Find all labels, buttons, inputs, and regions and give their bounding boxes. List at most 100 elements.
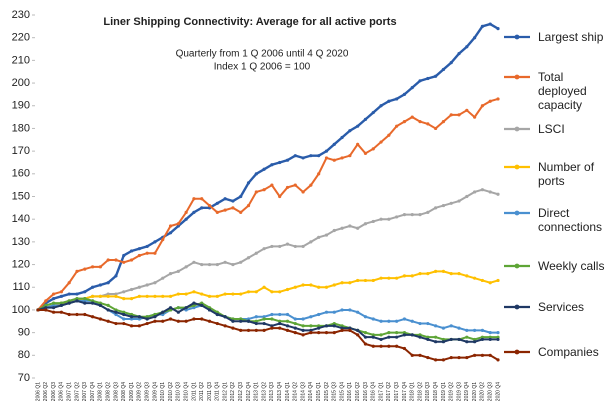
point	[371, 333, 375, 337]
point	[480, 104, 485, 108]
x-tick-label: 2012 Q4	[246, 382, 252, 401]
point	[410, 319, 414, 323]
point	[379, 337, 383, 342]
point	[98, 283, 102, 287]
point	[223, 315, 227, 319]
point	[434, 269, 438, 273]
point	[254, 328, 258, 332]
point	[145, 251, 149, 255]
chart-subtitle: Index 1 Q 2006 = 100	[214, 62, 311, 73]
legend-label: Largest ship	[538, 30, 604, 44]
point	[418, 213, 422, 217]
point	[496, 331, 500, 335]
point	[379, 333, 383, 337]
point	[441, 203, 446, 208]
point	[293, 326, 297, 330]
x-tick-label: 2017 Q1	[378, 382, 384, 401]
point	[90, 315, 95, 319]
point	[332, 158, 336, 162]
point	[449, 201, 453, 205]
point	[387, 335, 391, 339]
point	[395, 276, 399, 280]
legend-label: LSCI	[538, 122, 565, 136]
point	[145, 321, 149, 326]
point	[176, 224, 180, 228]
point	[340, 281, 344, 285]
point	[371, 317, 375, 321]
x-tick-label: 2007 Q4	[90, 382, 96, 401]
point	[161, 310, 165, 314]
point	[75, 296, 79, 301]
point	[301, 244, 305, 249]
point	[168, 224, 173, 228]
point	[449, 61, 453, 65]
legend-label: Services	[538, 300, 585, 314]
x-tick-label: 2011 Q1	[191, 382, 197, 401]
x-tick-label: 2016 Q3	[363, 382, 369, 401]
point	[129, 296, 134, 301]
point	[387, 217, 391, 221]
point	[426, 335, 430, 339]
point	[114, 294, 118, 298]
point	[98, 317, 102, 321]
point	[161, 238, 165, 242]
point	[254, 315, 258, 319]
point	[168, 306, 173, 310]
point	[153, 315, 157, 319]
point	[262, 188, 266, 192]
point	[340, 226, 344, 230]
point	[465, 274, 469, 278]
point	[317, 331, 321, 335]
point	[410, 213, 414, 217]
point	[356, 310, 360, 314]
point	[402, 317, 407, 321]
point	[168, 231, 173, 235]
point	[293, 321, 297, 326]
point	[348, 326, 352, 330]
point	[129, 317, 134, 321]
point	[348, 129, 352, 133]
point	[324, 156, 329, 160]
x-tick-label: 2018 Q2	[417, 382, 423, 401]
point	[348, 154, 352, 158]
x-tick-label: 2017 Q3	[394, 382, 400, 401]
x-tick-label: 2014 Q2	[293, 382, 299, 401]
point	[83, 296, 87, 301]
point	[496, 192, 500, 196]
point	[488, 353, 492, 357]
point	[441, 120, 446, 124]
point	[457, 326, 461, 330]
point	[387, 276, 391, 280]
point	[426, 272, 430, 276]
point	[106, 319, 110, 323]
x-tick-label: 2010 Q3	[176, 382, 182, 401]
point	[473, 276, 477, 280]
point	[246, 317, 251, 321]
point	[168, 317, 173, 321]
point	[184, 306, 188, 310]
point	[98, 265, 102, 269]
point	[387, 344, 391, 348]
x-tick-label: 2015 Q4	[339, 382, 345, 401]
point	[402, 333, 407, 337]
point	[309, 283, 313, 287]
point	[293, 317, 297, 321]
legend-marker	[514, 34, 520, 40]
point	[285, 185, 290, 190]
point	[129, 258, 134, 262]
point	[488, 281, 492, 285]
point	[402, 92, 407, 97]
point	[129, 249, 134, 253]
point	[402, 274, 407, 278]
point	[137, 315, 141, 319]
point	[379, 319, 383, 323]
point	[200, 317, 204, 321]
point	[246, 181, 251, 185]
point	[332, 142, 336, 146]
x-tick-label: 2006 Q1	[35, 382, 41, 401]
y-tick-label: 110	[12, 281, 30, 293]
point	[441, 337, 446, 342]
point	[426, 355, 430, 360]
x-tick-label: 2019 Q3	[456, 382, 462, 401]
